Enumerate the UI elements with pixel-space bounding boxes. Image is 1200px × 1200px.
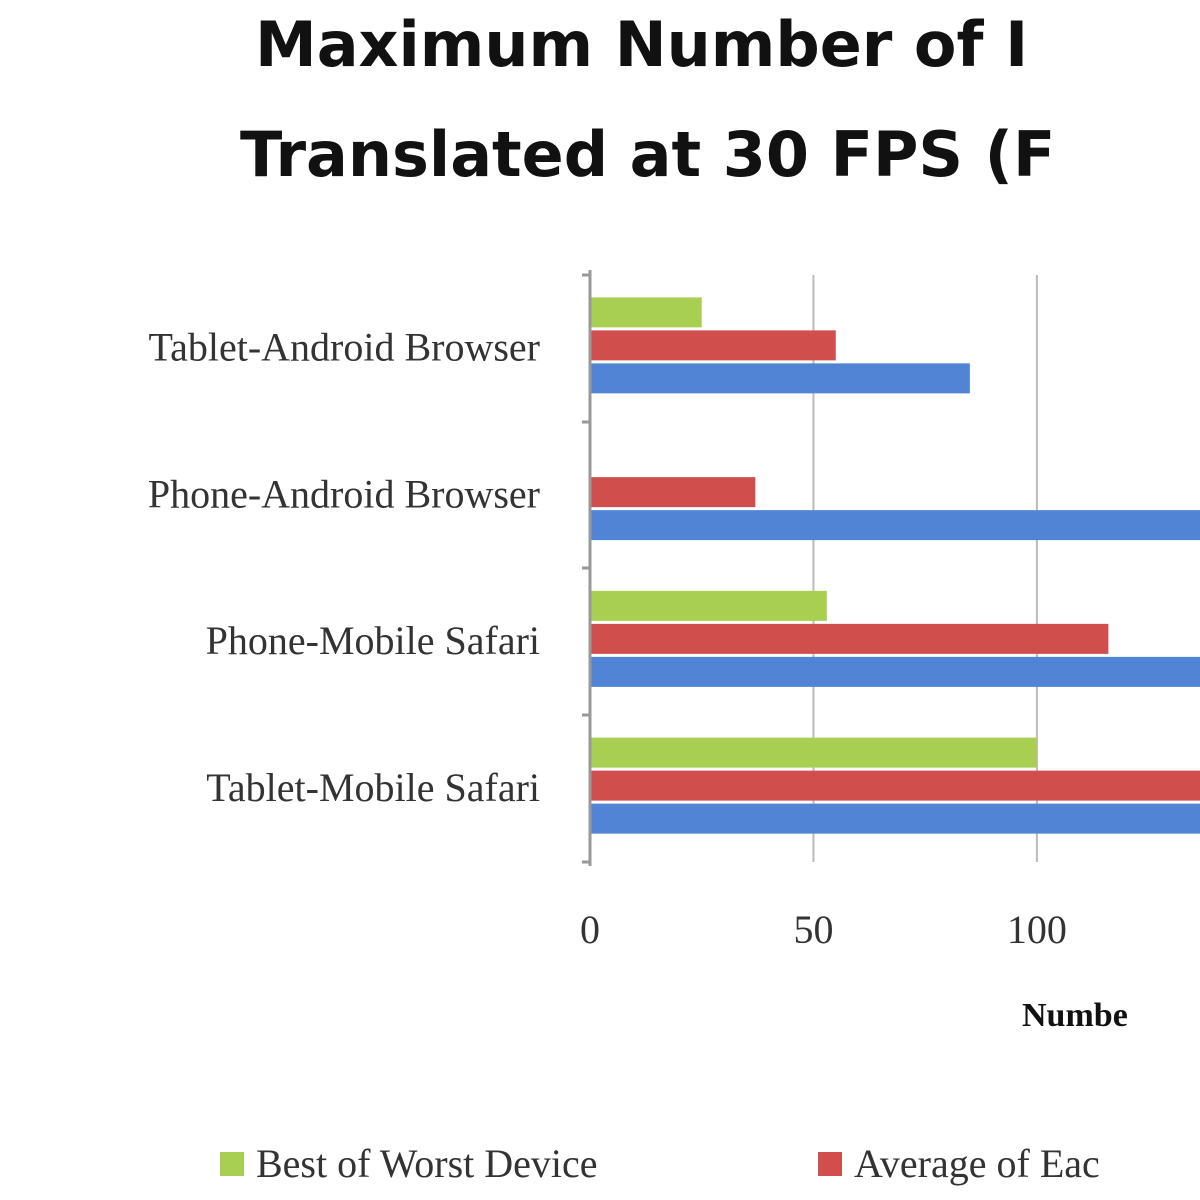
legend-swatch — [220, 1152, 244, 1176]
bar — [590, 737, 1037, 768]
y-axis-ticks — [582, 273, 590, 864]
y-tick-label: Phone-Mobile Safari — [206, 618, 540, 663]
bar — [590, 510, 1200, 541]
bar — [590, 363, 970, 394]
y-tick-label: Tablet-Android Browser — [148, 325, 540, 370]
x-tick-label: 0 — [580, 907, 600, 952]
y-tick-label: Phone-Android Browser — [148, 471, 540, 516]
legend-label: Best of Worst Device — [256, 1141, 598, 1186]
bar — [590, 770, 1200, 801]
x-tick-label: 50 — [793, 907, 833, 952]
bar — [590, 477, 756, 508]
bar — [590, 656, 1200, 687]
bar — [590, 590, 827, 621]
x-tick-label: 100 — [1007, 907, 1067, 952]
x-axis-title: Numbe — [1022, 997, 1128, 1034]
chart-title: Translated at 30 FPS (F — [240, 118, 1055, 191]
bar — [590, 803, 1200, 834]
chart-title: Maximum Number of I — [255, 8, 1028, 81]
y-tick-label: Tablet-Mobile Safari — [206, 765, 540, 810]
bar — [590, 623, 1109, 654]
legend-label: Average of Eac — [854, 1141, 1100, 1186]
legend-swatch — [818, 1152, 842, 1176]
bar — [590, 297, 702, 328]
plot — [590, 297, 1200, 834]
bar — [590, 330, 836, 361]
